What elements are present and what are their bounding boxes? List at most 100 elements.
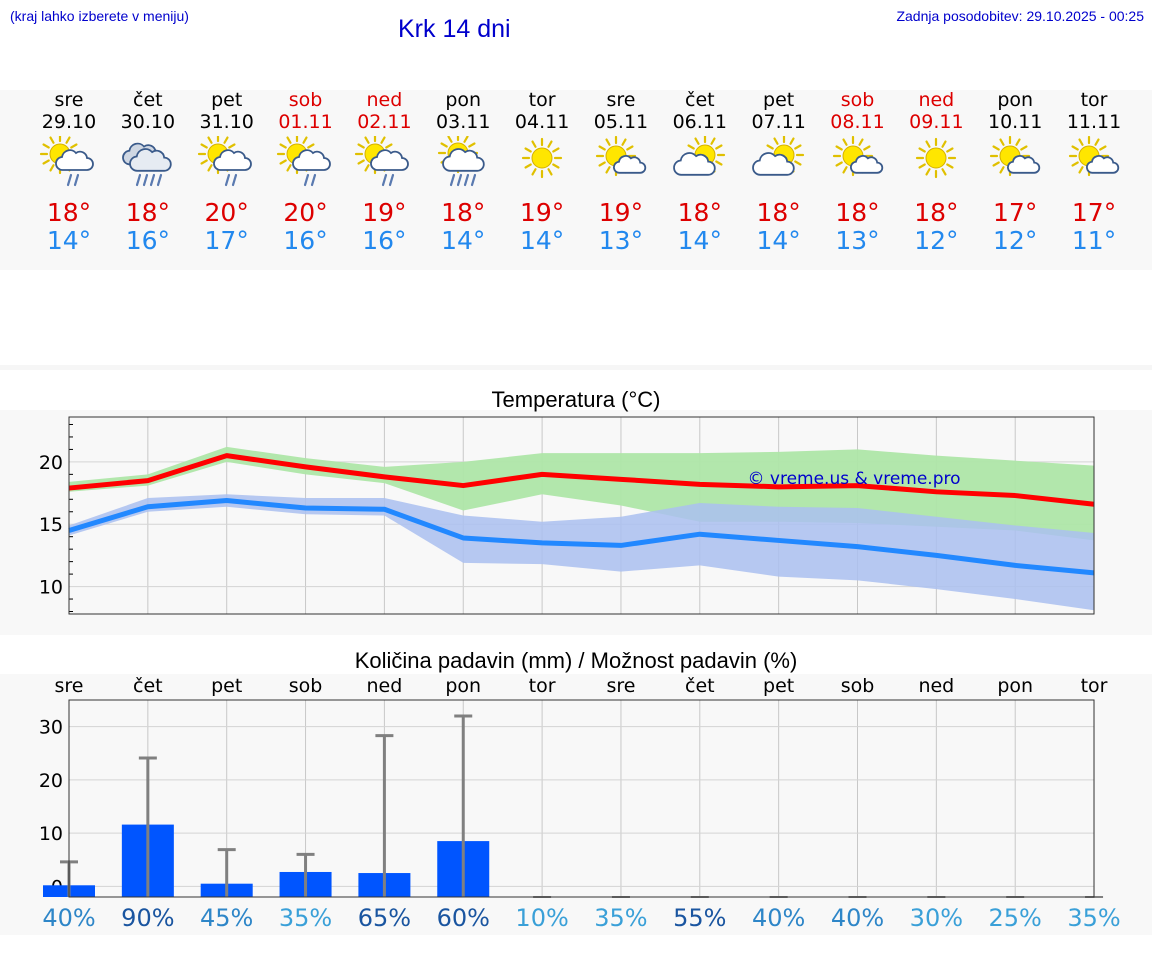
rain-drop: [382, 173, 388, 187]
sun-ray: [278, 159, 287, 165]
min-temperature: 14°: [677, 226, 722, 255]
max-temperature: 18°: [756, 198, 801, 227]
day-date: 06.11: [672, 111, 727, 133]
min-temperature-range-band: [69, 494, 1095, 611]
sun-ray: [1078, 166, 1084, 174]
cloud-heavy-rain-icon: [121, 142, 172, 187]
sun-ray: [278, 143, 287, 149]
sun-ray: [605, 138, 611, 146]
precipitation-day-name: pet: [763, 675, 795, 697]
day-name: tor: [528, 89, 556, 111]
rain-drop: [156, 173, 162, 187]
weather-icon: [197, 136, 252, 187]
day-date: 11.11: [1066, 111, 1122, 133]
precipitation-chance: 10%: [515, 904, 569, 932]
sun-ray: [918, 163, 927, 169]
temperature-plot-frame: [68, 416, 1095, 615]
sun-ray: [694, 137, 700, 145]
rain-drop: [389, 173, 395, 187]
precipitation-day-name: pon: [997, 675, 1034, 697]
page-title: Krk 14 dni: [398, 15, 511, 43]
sun-ray: [547, 140, 553, 148]
sun-ray: [531, 168, 537, 176]
min-temperature: 14°: [441, 226, 486, 255]
cloud-shape: [672, 152, 716, 176]
sun-ray: [598, 145, 606, 151]
max-temperature: 19°: [362, 198, 407, 227]
sun-ray: [841, 138, 848, 146]
sun-ray: [440, 142, 449, 148]
precipitation-chance: 35%: [594, 904, 648, 932]
precipitation-day-name: pon: [445, 675, 482, 697]
day-name: čet: [685, 89, 715, 111]
weather-icon: [990, 136, 1041, 177]
sun-cloud-rain-icon: [197, 136, 252, 187]
min-temperature: 14°: [519, 226, 565, 255]
max-temperature: 19°: [598, 198, 644, 227]
sun-ray: [1078, 138, 1084, 146]
sun-ray: [207, 136, 213, 144]
sun-small-cloud-icon: [990, 136, 1041, 177]
sun-ray: [773, 137, 779, 145]
sun-ray: [925, 140, 931, 148]
precipitation-chance: 40%: [42, 904, 96, 932]
precipitation-day-name: tor: [528, 675, 556, 697]
sun-ray: [49, 136, 55, 144]
sun-ray: [524, 147, 532, 153]
cloud-shape: [1086, 155, 1120, 174]
rain-drop: [303, 173, 309, 187]
cloud-shape: [442, 148, 485, 172]
day-name: ned: [918, 89, 955, 111]
sun-ray: [862, 145, 871, 151]
weather-icon: [916, 137, 957, 179]
sun-ray: [1015, 138, 1021, 146]
precipitation-day-name: pet: [211, 675, 243, 697]
sun-ray: [49, 164, 55, 172]
sun-ray: [468, 142, 476, 148]
day-name: pon: [997, 89, 1034, 111]
rain-drop: [471, 173, 477, 187]
min-temperature: 13°: [835, 226, 880, 255]
sun-small-cloud-icon: [832, 136, 883, 177]
cloud-shape: [849, 155, 883, 174]
sun-ray: [857, 138, 864, 146]
y-tick-label: 15: [39, 514, 63, 536]
y-tick-label: 10: [39, 577, 63, 599]
cloud-shape: [291, 149, 331, 171]
sun-ray: [946, 147, 954, 153]
rain-drop: [142, 173, 148, 187]
min-temperature: 17°: [204, 226, 249, 255]
day-date: 09.11: [909, 111, 964, 133]
section-divider: [0, 365, 1152, 370]
weather-icon: [672, 136, 725, 176]
day-name: pet: [211, 89, 243, 111]
cloud-shape: [55, 149, 94, 171]
sun-ray: [605, 166, 611, 174]
sun-ray: [834, 145, 843, 151]
sun-ray: [941, 140, 947, 148]
sun-ray: [687, 144, 695, 150]
weather-icon: [438, 136, 485, 187]
day-date: 01.11: [278, 111, 333, 133]
y-tick-label: 10: [39, 823, 63, 845]
weather-icon: [595, 136, 647, 177]
sun-ray: [992, 161, 1001, 167]
precipitation-chance: 35%: [278, 904, 333, 932]
y-tick-label: 20: [39, 452, 63, 474]
sun-ray: [552, 147, 560, 153]
sun-ray: [766, 144, 774, 150]
sun-ray: [841, 166, 848, 174]
sun-ray: [357, 159, 366, 165]
day-name: sob: [288, 89, 323, 111]
min-temperature: 14°: [46, 226, 92, 255]
sun-ray: [380, 136, 386, 144]
precipitation-chance: 40%: [751, 904, 806, 932]
min-temperature: 16°: [125, 226, 170, 255]
sun-ray: [357, 143, 366, 149]
rain-drop: [231, 173, 237, 187]
day-date: 04.11: [514, 111, 570, 133]
sun-ray: [200, 143, 208, 149]
sun-ray: [793, 160, 802, 166]
sun-ray: [385, 143, 393, 149]
sun-icon: [521, 137, 563, 179]
